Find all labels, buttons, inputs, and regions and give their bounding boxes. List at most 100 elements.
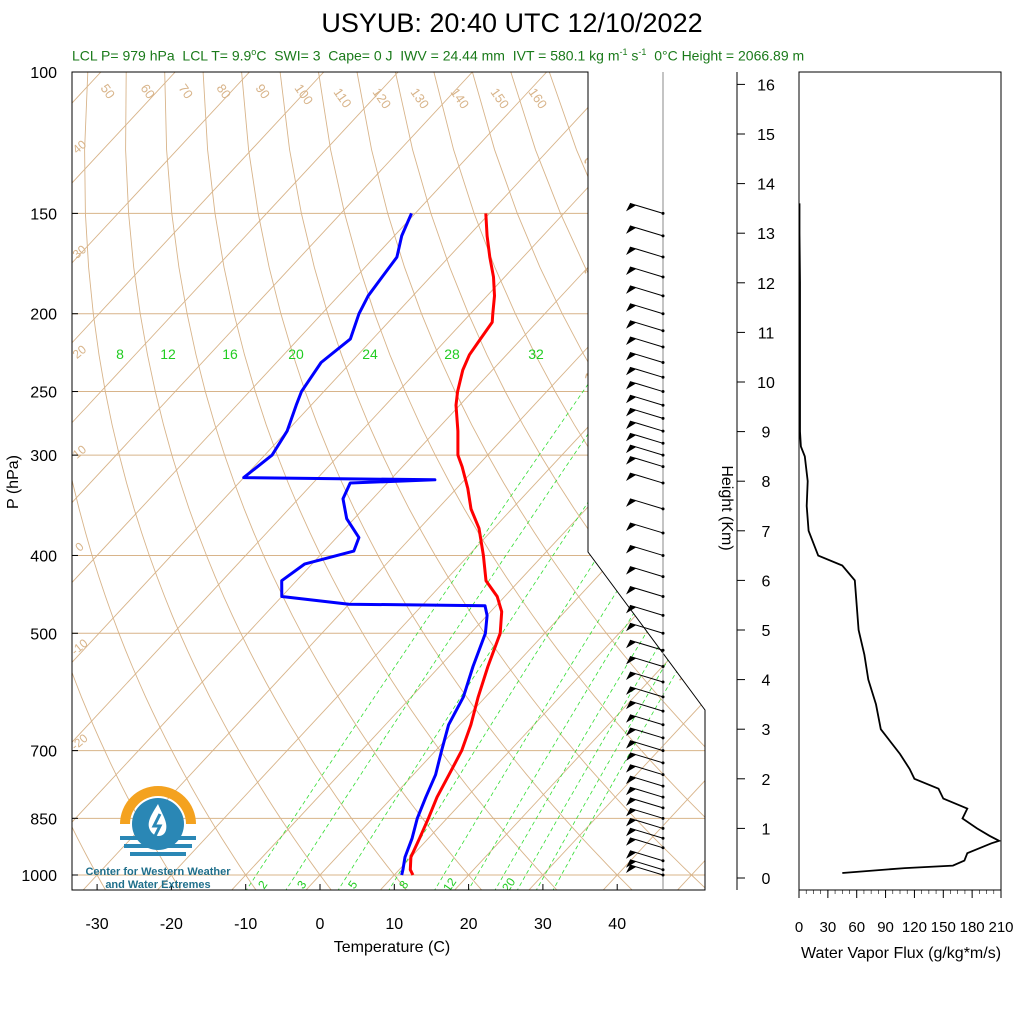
dry-adiabat-label: 120 [370,85,395,111]
wind-barb-point [661,749,665,753]
lcl-temperature: LCL T= 9.9 [182,47,252,64]
wind-barb-flag [626,408,636,417]
wind-barb [629,859,664,871]
height-tick-label: 6 [762,573,771,590]
height-tick-label: 15 [757,127,775,144]
height-tick-label: 7 [762,524,771,541]
wind-barb-point [661,329,665,333]
height-tick-label: 13 [757,226,775,243]
mixing-ratio-label: 12 [160,346,176,362]
wind-barb [629,472,664,484]
x-tick-label: 30 [534,916,552,933]
p-tick-label: 850 [30,811,57,828]
wind-barb-point [661,846,665,850]
height-tick-label: 8 [762,474,771,491]
wind-barb-point [661,507,665,511]
wind-barb-flag [626,545,636,554]
wind-barb [629,202,664,214]
lcl-pressure: LCL P= 979 hPa [72,47,175,64]
wind-barb-point [661,390,665,394]
height-tick-label: 14 [757,177,775,194]
wind-barb-point [661,836,665,840]
y-axis-label: P (hPa) [5,455,22,509]
lightning-icon [151,813,163,837]
mixing-ratio-label: 12 [440,875,459,894]
wind-barb-flag [626,586,636,595]
wind-barb-point [661,826,665,830]
wind-barb-flag [626,433,636,442]
skew-t-border [71,71,706,891]
height-tick-label: 4 [762,673,771,690]
wind-barb [629,671,664,683]
wind-barb-point [661,481,665,485]
wind-barb [629,752,664,764]
dry-adiabat-line [84,72,334,890]
dry-adiabat-label: 150 [488,85,513,111]
wind-barb [629,246,664,258]
wind-barb-flag [626,818,636,827]
mixing-ratio-line [433,362,705,890]
wind-barb [629,786,664,798]
wind-barb-point [661,531,665,535]
swi-value: SWI= 3 [274,47,321,64]
dry-adiabat-line [587,72,705,890]
wind-barb [629,407,664,419]
ivt-exponent-1: -1 [619,47,628,57]
mixing-ratio-label: 8 [396,878,411,892]
mixing-ratio-label: 24 [362,346,378,362]
wind-barb-flag [626,714,636,723]
mixing-ratio-label: 16 [222,346,238,362]
wind-barb-flag [626,303,636,312]
wind-barb [629,656,664,667]
x-tick-label: -30 [86,916,109,933]
height-tick-label: 0 [762,871,771,888]
wind-barb-flag [626,752,636,761]
wind-barb [629,336,664,348]
wind-barb-point [661,736,665,740]
mixing-ratio-line [551,362,705,890]
mixing-ratio-label: 5 [345,878,360,892]
mixing-ratio-label: 28 [444,346,460,362]
isotherm-line [229,72,705,890]
wind-barb-point [661,275,665,279]
wind-barb-point [661,795,665,799]
x-tick-label: -20 [160,916,183,933]
isotherm-label: 10 [70,442,89,462]
x-tick-label: -10 [234,916,257,933]
wind-barb-point [661,806,665,810]
x-tick-label: 10 [385,916,403,933]
wind-barb [629,351,664,363]
dry-adiabat-label: 160 [526,85,551,111]
wind-barb-point [661,723,665,727]
wind-barb [629,604,664,616]
temperature-profile [408,213,504,876]
wind-barb-point [661,761,665,765]
wind-barb-flag [626,850,636,859]
wind-barb-flag [626,787,636,796]
wind-barb-flag [626,797,636,806]
dry-adiabat-line [241,72,635,890]
flux-x-tick-label: 60 [848,919,865,936]
wind-barb-point [661,575,665,579]
sounding-stats: LCL P= 979 hPa LCL T= 9.9oC SWI= 3 Cape=… [72,47,805,64]
wind-barb [629,456,664,468]
wind-barb [629,837,664,849]
wind-barb-flag [626,225,636,234]
isotherm-label: 40 [70,137,89,157]
wind-barb-flag [626,498,636,507]
wind-barb-point [661,453,665,457]
wind-barb-flag [626,473,636,482]
wind-barb [629,498,664,510]
flux-profile [798,203,1002,874]
flux-x-tick-label: 30 [820,919,837,936]
dry-adiabat-label: 110 [331,85,355,111]
dry-adiabat-line [164,72,484,890]
flux-x-tick-label: 0 [795,919,803,936]
isotherm-line [155,72,705,890]
wind-barb [629,394,664,406]
isotherm-line [72,72,325,890]
wind-barb-point [661,375,665,379]
wind-barb-point [661,648,665,652]
wind-barb [629,807,664,819]
isotherm-line [452,72,705,890]
